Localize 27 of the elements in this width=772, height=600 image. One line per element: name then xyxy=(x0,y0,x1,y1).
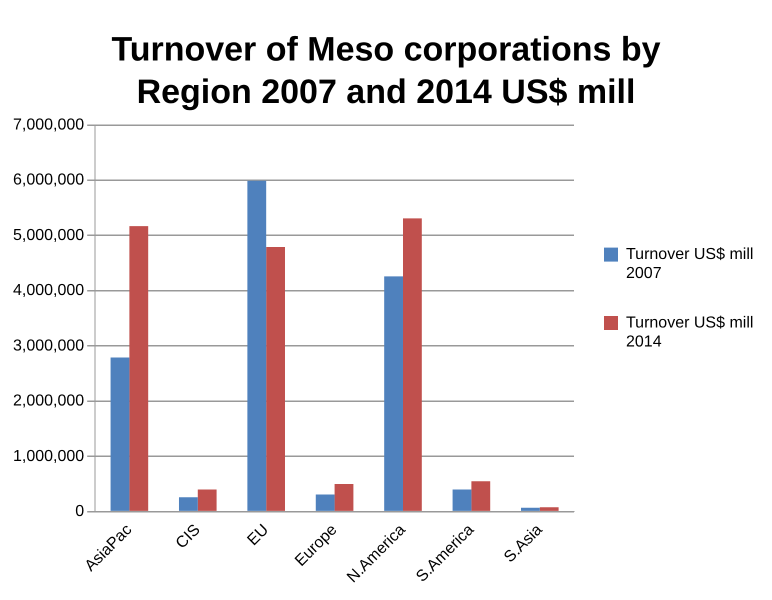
bar xyxy=(266,247,285,511)
bar xyxy=(129,226,148,511)
x-tick-label: CIS xyxy=(172,521,204,552)
bar xyxy=(110,358,130,511)
y-tick-label: 4,000,000 xyxy=(12,282,84,300)
x-tick-label: EU xyxy=(244,521,272,550)
legend-label: Turnover US$ mill 2014 xyxy=(626,314,754,351)
bar xyxy=(402,218,422,511)
bar xyxy=(334,484,354,511)
y-tick-label: 7,000,000 xyxy=(12,116,84,134)
bar xyxy=(247,180,266,511)
bar xyxy=(540,507,559,511)
bar xyxy=(198,490,217,511)
bar xyxy=(178,497,198,511)
y-tick-label: 0 xyxy=(75,503,84,520)
y-tick-label: 6,000,000 xyxy=(12,172,84,189)
bar xyxy=(384,276,403,511)
bar xyxy=(316,494,335,511)
bar xyxy=(520,508,540,511)
y-tick-label: 2,000,000 xyxy=(12,392,84,410)
chart-title: Turnover of Meso corporations by Region 2007 and 2014 US$ mill xyxy=(111,30,661,112)
y-tick-label: 1,000,000 xyxy=(12,448,84,465)
y-tick-label: 3,000,000 xyxy=(12,337,84,354)
y-tick-label: 5,000,000 xyxy=(12,226,84,244)
bar xyxy=(452,490,472,511)
bar xyxy=(471,481,490,511)
legend-label: Turnover US$ mill 2007 xyxy=(626,246,754,282)
